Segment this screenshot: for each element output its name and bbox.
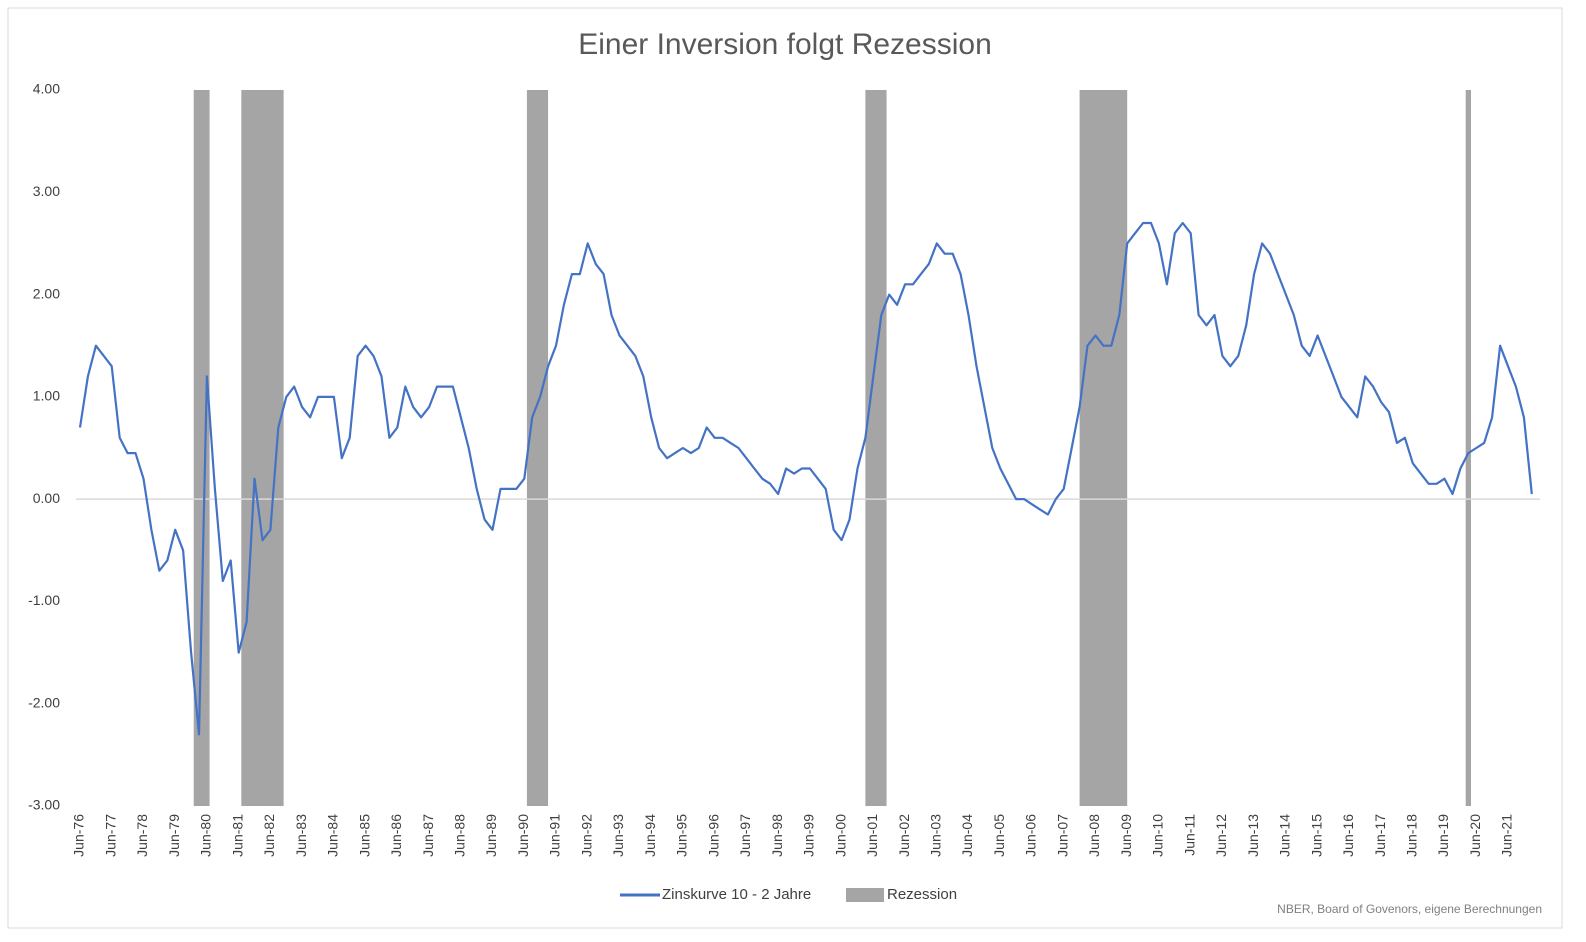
x-tick-label: Jun-83 [293, 814, 309, 857]
legend-swatch [846, 888, 884, 902]
x-tick-label: Jun-78 [134, 814, 150, 857]
x-tick-label: Jun-18 [1404, 814, 1420, 857]
recession-band [193, 90, 210, 806]
x-tick-label: Jun-21 [1499, 814, 1515, 857]
x-tick-label: Jun-79 [166, 814, 182, 857]
x-tick-label: Jun-76 [71, 814, 87, 857]
x-tick-label: Jun-12 [1213, 814, 1229, 857]
x-tick-label: Jun-91 [547, 814, 563, 857]
x-tick-label: Jun-20 [1467, 814, 1483, 857]
x-tick-label: Jun-07 [1054, 814, 1070, 857]
y-tick-label: -1.00 [28, 592, 60, 608]
x-tick-label: Jun-94 [642, 814, 658, 857]
x-tick-label: Jun-02 [896, 814, 912, 857]
data-line [78, 221, 1533, 736]
x-tick-label: Jun-90 [515, 814, 531, 857]
chart-frame [7, 7, 1563, 929]
x-tick-label: Jun-09 [1118, 814, 1134, 857]
x-tick-label: Jun-10 [1150, 814, 1166, 857]
x-tick-label: Jun-14 [1277, 814, 1293, 857]
x-tick-label: Jun-04 [959, 814, 975, 857]
x-tick-label: Jun-81 [229, 814, 245, 857]
x-tick-label: Jun-95 [674, 814, 690, 857]
x-tick-label: Jun-06 [1023, 814, 1039, 857]
x-tick-label: Jun-80 [198, 814, 214, 857]
x-tick-label: Jun-88 [452, 814, 468, 857]
x-tick-label: Jun-00 [832, 814, 848, 857]
x-tick-label: Jun-01 [864, 814, 880, 857]
x-tick-label: Jun-08 [1086, 814, 1102, 857]
x-tick-label: Jun-92 [578, 814, 594, 857]
x-tick-label: Jun-77 [102, 814, 118, 857]
chart-title: Einer Inversion folgt Rezession [578, 28, 992, 61]
x-tick-label: Jun-97 [737, 814, 753, 857]
y-tick-label: 0.00 [33, 490, 60, 506]
y-tick-label: 4.00 [33, 81, 60, 97]
x-tick-label: Jun-99 [801, 814, 817, 857]
x-tick-label: Jun-98 [769, 814, 785, 857]
y-tick-label: 3.00 [33, 183, 60, 199]
x-tick-label: Jun-16 [1340, 814, 1356, 857]
x-tick-label: Jun-11 [1181, 814, 1197, 856]
x-tick-label: Jun-96 [705, 814, 721, 857]
y-tick-label: -3.00 [28, 797, 60, 813]
x-tick-label: Jun-85 [356, 814, 372, 857]
x-tick-label: Jun-86 [388, 814, 404, 857]
recession-band [1079, 90, 1128, 806]
legend-label: Rezession [887, 886, 957, 903]
x-tick-label: Jun-84 [325, 814, 341, 857]
y-tick-label: -2.00 [28, 694, 60, 710]
x-tick-label: Jun-17 [1372, 814, 1388, 857]
x-tick-label: Jun-13 [1245, 814, 1261, 857]
legend-label: Zinskurve 10 - 2 Jahre [662, 886, 811, 903]
x-tick-label: Jun-87 [420, 814, 436, 857]
x-tick-label: Jun-15 [1308, 814, 1324, 857]
x-tick-label: Jun-93 [610, 814, 626, 857]
x-tick-label: Jun-89 [483, 814, 499, 857]
y-tick-label: 2.00 [33, 285, 60, 301]
x-tick-label: Jun-05 [991, 814, 1007, 857]
y-tick-label: 1.00 [33, 388, 60, 404]
recession-band [865, 90, 887, 806]
x-tick-label: Jun-82 [261, 814, 277, 857]
x-tick-label: Jun-19 [1435, 814, 1451, 857]
x-tick-label: Jun-03 [928, 814, 944, 857]
recession-band [1465, 90, 1471, 806]
recession-band [526, 90, 549, 806]
source-note: NBER, Board of Govenors, eigene Berechnu… [1277, 902, 1542, 916]
